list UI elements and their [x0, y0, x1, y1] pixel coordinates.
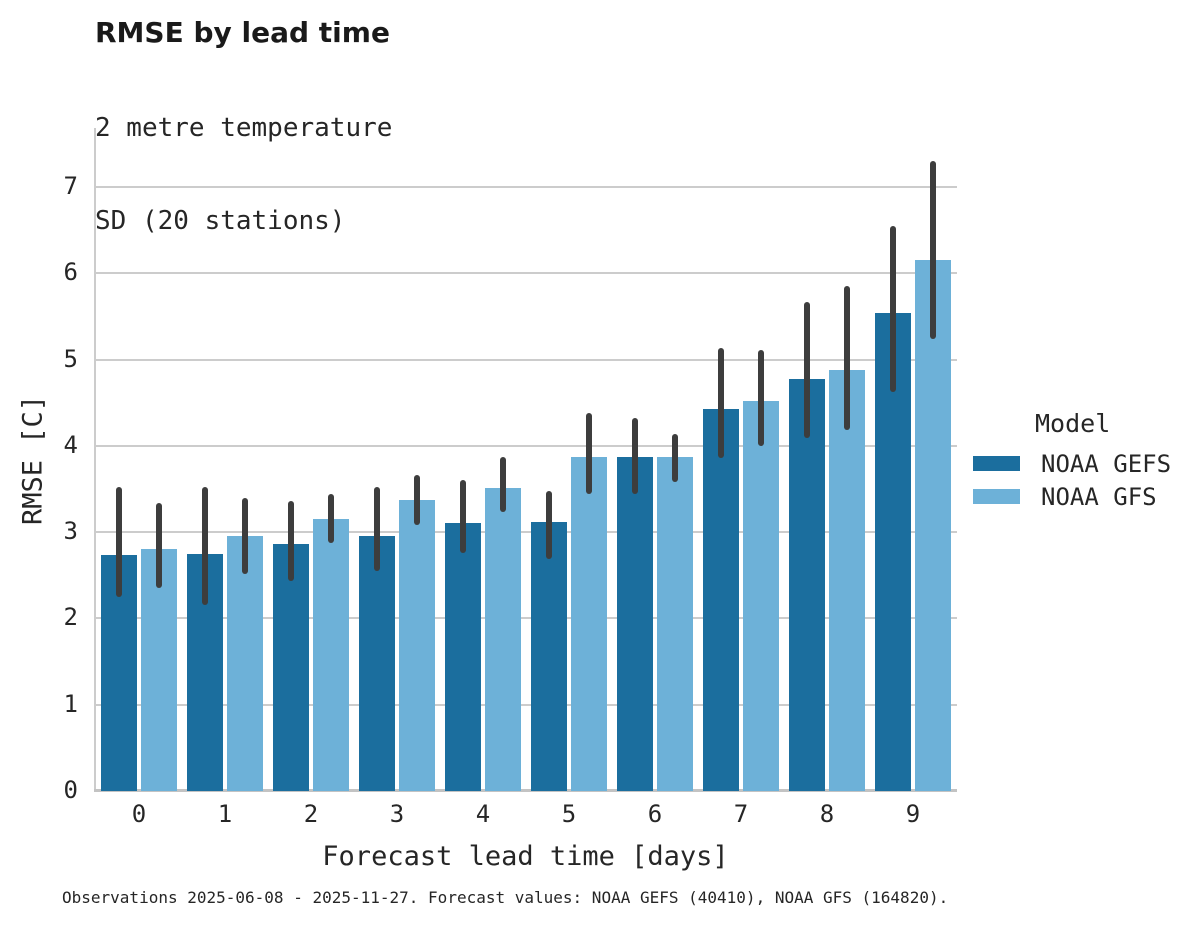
y-tick-label: 1	[63, 689, 78, 718]
error-bar-noaa-gfs-lead-5	[586, 413, 592, 495]
bar-noaa-gefs-lead-6	[617, 457, 653, 791]
gridline	[94, 617, 957, 620]
error-bar-noaa-gfs-lead-1	[242, 497, 248, 574]
x-tick-label: 0	[131, 800, 147, 828]
bar-noaa-gfs-lead-4	[485, 488, 521, 791]
error-bar-noaa-gefs-lead-4	[460, 479, 466, 553]
bar-noaa-gfs-lead-6	[657, 457, 693, 791]
bar-noaa-gefs-lead-8	[789, 378, 825, 791]
legend: Model NOAA GEFS NOAA GFS	[973, 409, 1172, 511]
legend-label: NOAA GEFS	[1041, 449, 1172, 478]
y-tick-label: 7	[63, 172, 78, 201]
error-bar-noaa-gefs-lead-6	[632, 418, 638, 495]
bar-noaa-gefs-lead-5	[531, 521, 567, 791]
y-tick-label: 0	[63, 776, 78, 804]
bar-noaa-gefs-lead-2	[273, 544, 309, 791]
legend-entry-noaa-gfs: NOAA GFS	[973, 482, 1171, 511]
x-axis-label: Forecast lead time [days]	[322, 841, 729, 872]
subtitle-line-2: SD (20 stations)	[95, 206, 346, 236]
y-axis-label: RMSE [C]	[17, 394, 49, 526]
gridline	[94, 186, 957, 189]
error-bar-noaa-gfs-lead-2	[328, 494, 334, 543]
bar-noaa-gefs-lead-4	[445, 522, 481, 791]
y-tick-label: 6	[63, 258, 78, 287]
y-axis-spine	[94, 128, 96, 791]
y-tick-label: 2	[63, 603, 78, 632]
error-bar-noaa-gefs-lead-8	[804, 301, 810, 439]
y-tick-label: 5	[63, 344, 78, 373]
error-bar-noaa-gfs-lead-6	[672, 433, 678, 483]
legend-entries: NOAA GEFS NOAA GFS	[973, 449, 1172, 511]
error-bar-noaa-gfs-lead-8	[844, 286, 850, 431]
error-bar-noaa-gefs-lead-7	[718, 348, 724, 458]
bar-noaa-gfs-lead-1	[227, 535, 263, 791]
chart-title: RMSE by lead time	[95, 16, 390, 49]
subtitle-line-1: 2 metre temperature	[95, 113, 393, 143]
x-tick-label: 1	[217, 800, 233, 828]
x-tick-label: 5	[561, 800, 577, 828]
x-tick-label: 8	[819, 800, 835, 828]
legend-entry-noaa-gefs: NOAA GEFS	[973, 449, 1172, 478]
x-axis-line	[94, 789, 957, 792]
bar-noaa-gfs-lead-9	[915, 260, 951, 791]
x-tick-label: 2	[303, 800, 319, 828]
legend-swatch-noaa-gefs	[973, 456, 1020, 471]
error-bar-noaa-gefs-lead-3	[374, 487, 380, 571]
error-bar-noaa-gefs-lead-9	[890, 225, 896, 393]
error-bar-noaa-gefs-lead-0	[116, 487, 122, 597]
plot-area	[94, 128, 957, 792]
bar-noaa-gfs-lead-5	[571, 457, 607, 791]
bar-noaa-gfs-lead-3	[399, 500, 435, 791]
bar-noaa-gefs-lead-7	[703, 408, 739, 791]
error-bar-noaa-gfs-lead-9	[930, 161, 936, 339]
legend-label: NOAA GFS	[1041, 482, 1157, 511]
bar-noaa-gfs-lead-7	[743, 401, 779, 791]
x-tick-label: 7	[733, 800, 749, 828]
bar-noaa-gfs-lead-0	[141, 548, 177, 791]
gridline	[94, 703, 957, 706]
error-bar-noaa-gfs-lead-4	[500, 457, 506, 513]
x-tick-label: 9	[905, 800, 921, 828]
bar-noaa-gfs-lead-2	[313, 519, 349, 791]
x-tick-label: 6	[647, 800, 663, 828]
error-bar-noaa-gefs-lead-1	[202, 487, 208, 606]
legend-swatch-noaa-gfs	[973, 489, 1020, 504]
legend-title: Model	[1035, 409, 1111, 438]
chart-subtitle: 2 metre temperature SD (20 stations)	[95, 51, 392, 299]
gridline	[94, 531, 957, 534]
error-bar-noaa-gfs-lead-7	[758, 350, 764, 446]
footer-caption: Observations 2025-06-08 - 2025-11-27. Fo…	[62, 888, 949, 907]
bar-noaa-gefs-lead-3	[359, 535, 395, 791]
bar-noaa-gefs-lead-9	[875, 313, 911, 791]
error-bar-noaa-gefs-lead-2	[288, 501, 294, 582]
gridline	[94, 358, 957, 361]
x-tick-label: 4	[475, 800, 491, 828]
error-bar-noaa-gfs-lead-0	[156, 502, 162, 589]
bar-noaa-gfs-lead-8	[829, 369, 865, 791]
y-tick-label: 3	[63, 517, 78, 546]
error-bar-noaa-gefs-lead-5	[546, 490, 552, 559]
error-bar-noaa-gfs-lead-3	[414, 475, 420, 526]
gridline	[94, 272, 957, 275]
y-tick-label: 4	[63, 430, 78, 459]
gridline	[94, 444, 957, 447]
x-tick-label: 3	[389, 800, 405, 828]
